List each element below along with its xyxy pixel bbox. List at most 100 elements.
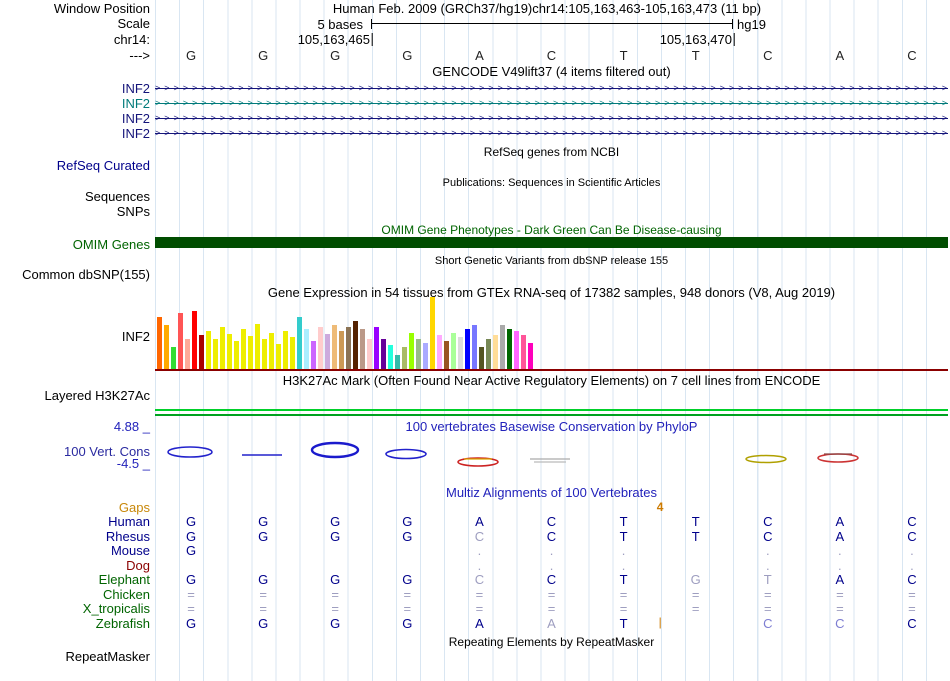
track-label-inf2-3[interactable]: INF2 [121,126,150,141]
gtex-tissue-bar-26[interactable] [339,331,344,369]
phylop-conservation-wiggle[interactable] [155,438,948,480]
alignment-row-dog[interactable]: ...... [155,559,948,573]
gtex-tissue-bar-7[interactable] [206,331,211,369]
track-label-inf2-2[interactable]: INF2 [121,111,150,126]
gtex-tissue-bar-15[interactable] [262,339,267,369]
gtex-tissue-bar-25[interactable] [332,325,337,369]
gtex-tissue-bar-51[interactable] [514,331,519,369]
gtex-tissue-bar-3[interactable] [178,313,183,369]
strand-arrow-label[interactable]: ---> [129,48,150,63]
gtex-tissue-bar-11[interactable] [234,341,239,369]
gtex-tissue-bar-40[interactable] [437,335,442,369]
gtex-tissue-bar-20[interactable] [297,317,302,369]
species-label-x_tropicalis[interactable]: X_tropicalis [82,601,150,616]
track-label-layered-h3k27ac[interactable]: Layered H3K27Ac [44,388,150,403]
track-label-repeatmasker[interactable]: RepeatMasker [65,649,150,664]
gtex-tissue-bar-29[interactable] [360,329,365,369]
gtex-tissue-bar-1[interactable] [164,325,169,369]
track-label-inf2-1[interactable]: INF2 [121,96,150,111]
gtex-tissue-bar-22[interactable] [311,341,316,369]
gtex-tissue-bar-8[interactable] [213,339,218,369]
gtex-tissue-bar-48[interactable] [493,335,498,369]
multiz-track-title[interactable]: Multiz Alignments of 100 Vertebrates [445,485,657,500]
gtex-tissue-bar-41[interactable] [444,341,449,369]
gtex-tissue-bar-50[interactable] [507,329,512,369]
gencode-track-title[interactable]: GENCODE V49lift37 (4 items filtered out) [432,64,671,79]
track-label-refseq-curated[interactable]: RefSeq Curated [56,158,150,173]
gtex-tissue-bar-31[interactable] [374,327,379,369]
gtex-tissue-bar-2[interactable] [171,347,176,369]
gtex-tissue-bar-32[interactable] [381,339,386,369]
gtex-expression-barchart[interactable] [157,296,535,369]
track-label-100-vert-cons[interactable]: 100 Vert. Cons [64,444,150,459]
alignment-row-x_tropicalis[interactable]: = = = = = = = = = = = [155,602,948,616]
alignment-row-mouse[interactable]: G...... [155,544,948,558]
gtex-tissue-bar-44[interactable] [465,329,470,369]
gtex-tissue-bar-0[interactable] [157,317,162,369]
gtex-tissue-bar-28[interactable] [353,321,358,369]
gtex-tissue-bar-30[interactable] [367,339,372,369]
gtex-tissue-bar-43[interactable] [458,337,463,369]
gtex-tissue-bar-46[interactable] [479,347,484,369]
gtex-tissue-bar-49[interactable] [500,325,505,369]
gtex-tissue-bar-33[interactable] [388,345,393,369]
gtex-tissue-bar-12[interactable] [241,329,246,369]
gtex-tissue-bar-5[interactable] [192,311,197,369]
gtex-tissue-bar-53[interactable] [528,343,533,369]
species-label-mouse[interactable]: Mouse [110,543,150,558]
gtex-tissue-bar-19[interactable] [290,337,295,369]
track-label-gtex-inf2[interactable]: INF2 [121,329,150,344]
track-label-snps[interactable]: SNPs [116,204,150,219]
gtex-tissue-bar-23[interactable] [318,327,323,369]
gtex-tissue-bar-52[interactable] [521,335,526,369]
gtex-tissue-bar-38[interactable] [423,343,428,369]
refseq-track-title[interactable]: RefSeq genes from NCBI [483,145,620,159]
phylop-track-title[interactable]: 100 vertebrates Basewise Conservation by… [405,419,698,434]
h3k27ac-signal-line-1[interactable] [155,409,948,411]
gtex-tissue-bar-4[interactable] [185,339,190,369]
gtex-tissue-bar-24[interactable] [325,334,330,369]
gtex-tissue-bar-9[interactable] [220,327,225,369]
gtex-tissue-bar-27[interactable] [346,327,351,369]
track-label-omim-genes[interactable]: OMIM Genes [72,237,150,252]
gtex-track-title[interactable]: Gene Expression in 54 tissues from GTEx … [267,285,836,300]
gtex-tissue-bar-47[interactable] [486,339,491,369]
gtex-tissue-bar-10[interactable] [227,334,232,369]
publications-track-title[interactable]: Publications: Sequences in Scientific Ar… [442,177,661,189]
gene-transcript-3[interactable]: >>>>>>>>>>>>>>>>>>>>>>>>>>>>>>>>>>>>>>>>… [155,128,948,140]
species-label-gaps[interactable]: Gaps [118,500,150,515]
gtex-tissue-bar-6[interactable] [199,335,204,369]
species-label-chicken[interactable]: Chicken [103,586,150,602]
gene-transcript-0[interactable]: >>>>>>>>>>>>>>>>>>>>>>>>>>>>>>>>>>>>>>>>… [155,83,948,95]
gtex-tissue-bar-18[interactable] [283,331,288,369]
gtex-tissue-bar-35[interactable] [402,347,407,369]
gtex-tissue-bar-36[interactable] [409,333,414,369]
species-label-human[interactable]: Human [108,514,150,529]
repeatmasker-track-title[interactable]: Repeating Elements by RepeatMasker [448,635,655,649]
gtex-tissue-bar-21[interactable] [304,329,309,369]
gtex-tissue-bar-42[interactable] [451,333,456,369]
species-label-elephant[interactable]: Elephant [98,572,150,587]
species-label-zebrafish[interactable]: Zebrafish [95,615,150,631]
track-label-sequences[interactable]: Sequences [84,189,150,204]
species-label-rhesus[interactable]: Rhesus [105,528,150,544]
gene-transcript-1[interactable]: >>>>>>>>>>>>>>>>>>>>>>>>>>>>>>>>>>>>>>>>… [155,98,948,110]
gtex-tissue-bar-14[interactable] [255,324,260,369]
species-label-dog[interactable]: Dog [126,557,150,573]
gtex-tissue-bar-13[interactable] [248,336,253,369]
dbsnp-track-title[interactable]: Short Genetic Variants from dbSNP releas… [434,255,669,267]
gene-transcript-2[interactable]: >>>>>>>>>>>>>>>>>>>>>>>>>>>>>>>>>>>>>>>>… [155,113,948,125]
gtex-tissue-bar-37[interactable] [416,339,421,369]
gtex-tissue-bar-17[interactable] [276,344,281,369]
gtex-tissue-bar-45[interactable] [472,325,477,369]
track-label-common-dbsnp[interactable]: Common dbSNP(155) [22,267,150,282]
track-label-inf2-0[interactable]: INF2 [121,81,150,96]
h3k27ac-signal-line-2[interactable] [155,414,948,416]
gtex-tissue-bar-16[interactable] [269,333,274,369]
h3k27ac-track-title[interactable]: H3K27Ac Mark (Often Found Near Active Re… [282,373,821,388]
omim-track-title[interactable]: OMIM Gene Phenotypes - Dark Green Can Be… [381,223,722,237]
